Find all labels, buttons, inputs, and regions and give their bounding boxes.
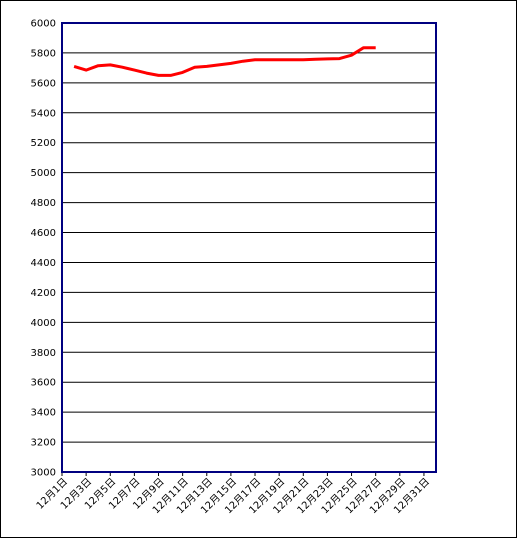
y-tick-label-3000: 3000 (31, 468, 56, 479)
y-tick-label-3400: 3400 (31, 408, 56, 419)
y-axis-labels: 3000 3200 3400 3600 3800 4000 4200 4400 4600 4800… (31, 19, 56, 479)
y-tick-label-3600: 3600 (31, 378, 56, 389)
plot-border (61, 22, 437, 473)
y-tick-label-5800: 5800 (31, 48, 56, 59)
y-tick-label-4400: 4400 (31, 258, 56, 269)
y-tick-label-3200: 3200 (31, 438, 56, 449)
x-axis-labels: 12月1日12月3日12月5日12月7日12月9日12月11日12月13日12月… (34, 476, 432, 517)
y-tick-label-4600: 4600 (31, 228, 56, 239)
plot-area (62, 23, 436, 472)
y-tick-label-5200: 5200 (31, 138, 56, 149)
series-line-0 (73, 46, 376, 77)
y-tick-label-3800: 3800 (31, 348, 56, 359)
y-tick-label-5000: 5000 (31, 168, 56, 179)
y-tick-label-4800: 4800 (31, 198, 56, 209)
y-tick-label-5600: 5600 (31, 78, 56, 89)
y-tick-label-6000: 6000 (31, 19, 56, 30)
y-tick-label-4000: 4000 (31, 318, 56, 329)
y-tick-label-5400: 5400 (31, 108, 56, 119)
gridlines (62, 52, 436, 443)
series (73, 46, 376, 77)
y-tick-label-4200: 4200 (31, 288, 56, 299)
